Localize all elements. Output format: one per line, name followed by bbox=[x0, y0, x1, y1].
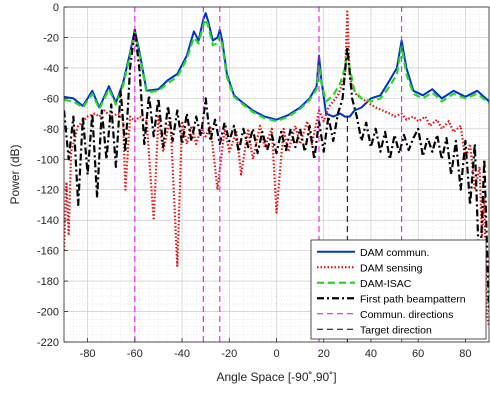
legend-label: First path beampattern bbox=[360, 293, 466, 305]
series-dam-isac bbox=[64, 18, 489, 123]
legend-label: DAM sensing bbox=[360, 262, 423, 274]
y-tick-label: -40 bbox=[43, 63, 59, 75]
y-tick-label: -60 bbox=[43, 93, 59, 105]
y-axis-label: Power (dB) bbox=[8, 144, 22, 204]
legend-label: DAM-ISAC bbox=[360, 278, 412, 290]
series-layer bbox=[64, 7, 489, 342]
y-tick-label: -220 bbox=[37, 337, 59, 349]
legend-label: Commun. directions bbox=[360, 309, 453, 321]
x-tick-label: 0 bbox=[273, 348, 279, 360]
y-tick-label: -200 bbox=[37, 307, 59, 319]
y-tick-label: -20 bbox=[43, 32, 59, 44]
legend: DAM commun. DAM sensing DAM-ISAC First path… bbox=[310, 239, 487, 340]
x-tick-label: -80 bbox=[80, 348, 96, 360]
x-tick-label: 60 bbox=[412, 348, 424, 360]
y-tick-label: -80 bbox=[43, 124, 59, 136]
x-tick-label: -60 bbox=[127, 348, 143, 360]
x-tick-label: 40 bbox=[365, 348, 377, 360]
y-tick-label: -140 bbox=[37, 215, 59, 227]
y-axis-ticks: 0 -20 -40 -60 -80 -100 -120 -140 -160 -180 -200 -22… bbox=[37, 2, 68, 349]
y-tick-label: -180 bbox=[37, 276, 59, 288]
y-tick-label: -160 bbox=[37, 246, 59, 258]
x-tick-label: -40 bbox=[174, 348, 190, 360]
x-tick-label: -20 bbox=[221, 348, 237, 360]
x-axis-label: Angle Space [-90˚,90˚] bbox=[216, 370, 336, 384]
legend-label: Target direction bbox=[360, 324, 432, 336]
x-tick-label: 20 bbox=[318, 348, 330, 360]
y-tick-label: 0 bbox=[53, 2, 59, 14]
legend-label: DAM commun. bbox=[360, 247, 429, 259]
x-axis-ticks: -80 -60 -40 -20 0 20 40 60 80 bbox=[80, 338, 472, 360]
legend-box bbox=[310, 239, 487, 340]
x-tick-label: 80 bbox=[459, 348, 471, 360]
y-tick-label: -100 bbox=[37, 154, 59, 166]
y-tick-label: -120 bbox=[37, 185, 59, 197]
